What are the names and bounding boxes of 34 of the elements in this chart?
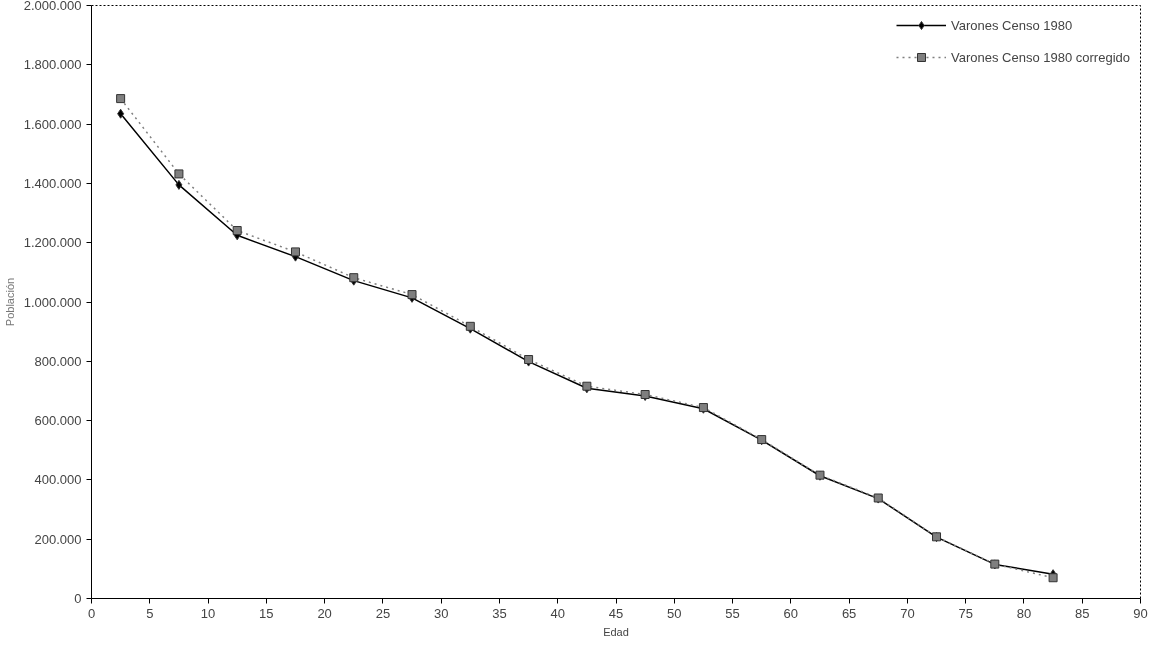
y-tick-label: 1.400.000 xyxy=(23,175,82,191)
x-tick-label: 55 xyxy=(725,605,740,621)
x-tick-label: 80 xyxy=(1016,605,1032,621)
x-tick-label: 30 xyxy=(433,605,449,621)
x-tick-label: 65 xyxy=(841,605,857,621)
legend-label: Varones Censo 1980 corregido xyxy=(951,49,1130,65)
y-tick-label: 1.200.000 xyxy=(23,235,82,251)
x-tick-label: 75 xyxy=(958,605,973,621)
y-tick-label: 1.800.000 xyxy=(23,57,82,73)
x-tick-label: 85 xyxy=(1074,605,1090,621)
x-tick-label: 70 xyxy=(900,605,915,621)
x-tick-label: 20 xyxy=(317,605,332,621)
x-tick-label: 15 xyxy=(259,605,274,621)
y-tick-label: 600.000 xyxy=(34,413,82,429)
y-tick-label: 400.000 xyxy=(34,472,82,488)
x-tick-label: 90 xyxy=(1133,605,1148,621)
x-tick-label: 0 xyxy=(87,605,96,621)
y-tick-label: 2.000.000 xyxy=(23,0,82,13)
x-tick-label: 25 xyxy=(375,605,391,621)
x-tick-label: 35 xyxy=(492,605,507,621)
x-tick-label: 40 xyxy=(550,605,565,621)
y-axis-title: Población xyxy=(3,277,16,327)
y-tick-label: 0 xyxy=(74,591,82,606)
y-tick-label: 800.000 xyxy=(34,353,82,369)
x-axis-title: Edad xyxy=(603,625,629,638)
legend-label: Varones Censo 1980 xyxy=(951,17,1073,33)
y-tick-label: 1.600.000 xyxy=(23,116,82,132)
x-tick-label: 5 xyxy=(146,605,154,621)
x-tick-label: 45 xyxy=(608,605,624,621)
x-tick-label: 10 xyxy=(200,605,216,621)
x-tick-label: 60 xyxy=(783,605,799,621)
x-tick-label: 50 xyxy=(667,605,682,621)
y-tick-label: 200.000 xyxy=(34,531,82,547)
y-tick-label: 1.000.000 xyxy=(23,294,82,310)
